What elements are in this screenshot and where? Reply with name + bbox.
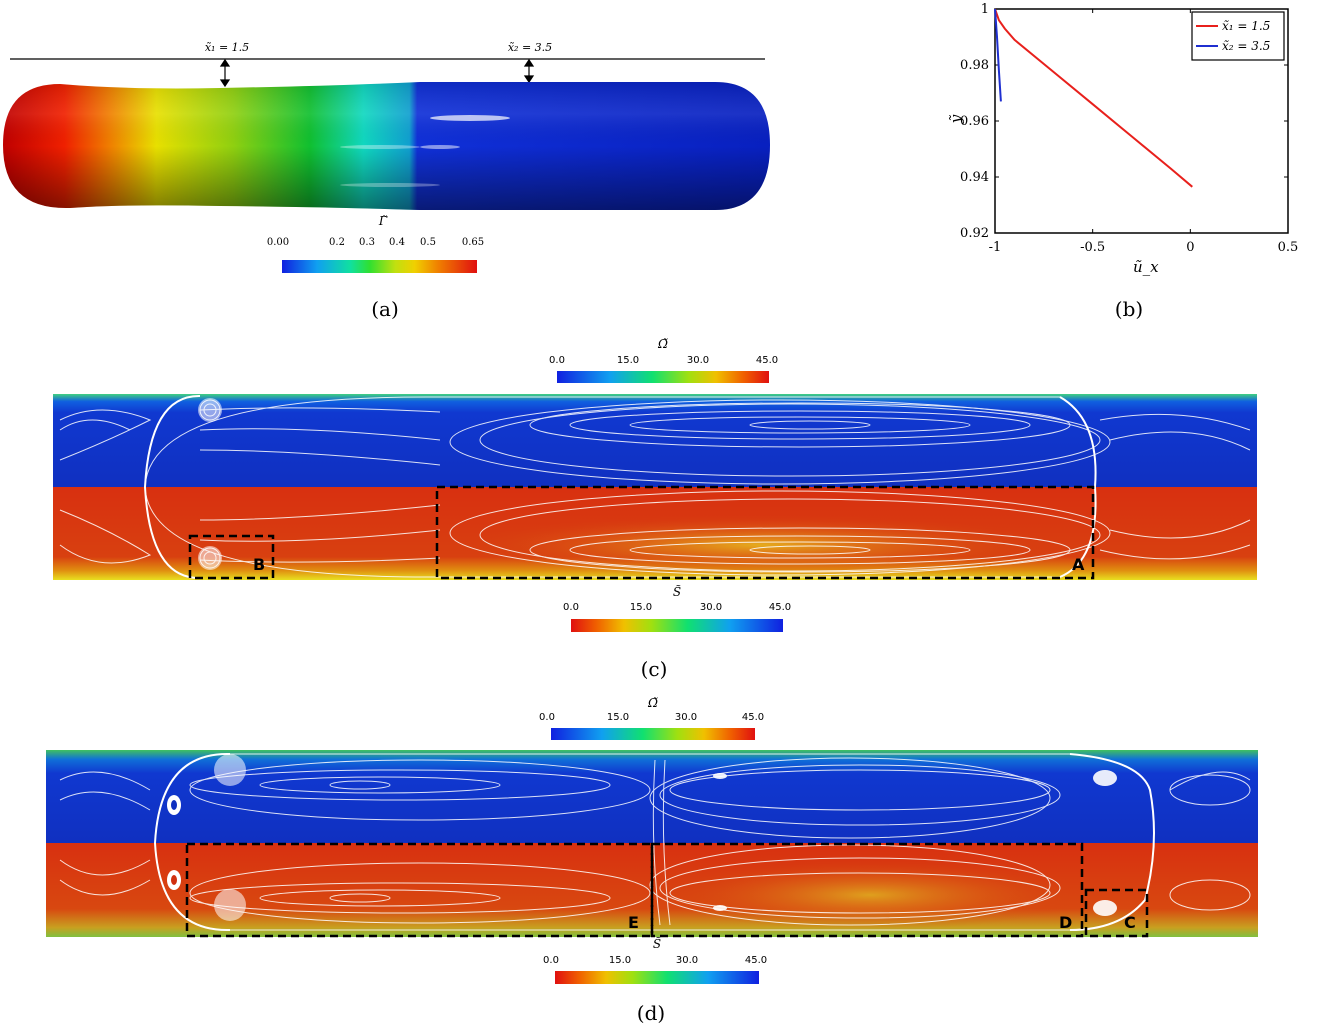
series-line-2 bbox=[994, 8, 1002, 102]
colorbar-a-tick: 0.4 bbox=[389, 237, 405, 248]
colorbar-tick: 0.0 bbox=[549, 355, 565, 366]
caption-b: (b) bbox=[1114, 297, 1144, 321]
caption-c: (c) bbox=[640, 657, 668, 681]
y-tick-label: 1 bbox=[981, 2, 989, 17]
colorbar-a-tick: 0.5 bbox=[420, 237, 436, 248]
marker-2-label: x̃₂ = 3.5 bbox=[507, 41, 553, 54]
colorbar-d-top bbox=[551, 728, 755, 740]
x-tick-label: -0.5 bbox=[1080, 240, 1105, 255]
colorbar-tick: 15.0 bbox=[616, 355, 640, 366]
box-b-label: B bbox=[253, 555, 266, 574]
colorbar-tick: 15.0 bbox=[629, 602, 653, 613]
colorbar-a-tick: 0.65 bbox=[461, 237, 485, 248]
x-tick-label: 0.5 bbox=[1278, 240, 1299, 255]
y-tick-label: 0.96 bbox=[960, 114, 989, 129]
colorbar-a-tick: 0.3 bbox=[359, 237, 375, 248]
colorbar-tick: 45.0 bbox=[755, 355, 779, 366]
colorbar-a-tick: 0.2 bbox=[329, 237, 345, 248]
series-line-1 bbox=[994, 8, 1193, 188]
colorbar-tick: 15.0 bbox=[608, 955, 632, 966]
bubble-diagram bbox=[3, 58, 770, 210]
colorbar-tick: 30.0 bbox=[675, 955, 699, 966]
flow-field-c bbox=[53, 394, 1257, 580]
colorbar-tick: 30.0 bbox=[699, 602, 723, 613]
colorbar-c-top bbox=[557, 371, 769, 383]
box-a-label: A bbox=[1072, 555, 1085, 574]
colorbar-c-bottom-title: S̃ bbox=[672, 585, 682, 599]
colorbar-d-bottom-title: S̃ bbox=[652, 937, 662, 951]
colorbar-a-title: Γ̃ bbox=[378, 214, 388, 228]
colorbar-d-bottom bbox=[555, 971, 759, 984]
x-tick-label: 0 bbox=[1186, 240, 1194, 255]
legend-label: x̃₂ = 3.5 bbox=[1222, 39, 1270, 53]
colorbar-tick: 0.0 bbox=[543, 955, 559, 966]
colorbar-tick: 45.0 bbox=[741, 712, 765, 723]
colorbar-tick: 15.0 bbox=[606, 712, 630, 723]
colorbar-tick: 0.0 bbox=[563, 602, 579, 613]
colorbar-c-bottom bbox=[571, 619, 783, 632]
marker-1-label: x̃₁ = 1.5 bbox=[204, 41, 250, 54]
box-c bbox=[1084, 888, 1149, 938]
box-e bbox=[185, 842, 654, 938]
line-chart: -1 -0.5 0 0.5 1 0.98 0.96 0.94 0.92 x̃₁ = 1.5 x̃₂ … bbox=[960, 2, 1299, 255]
y-tick-label: 0.92 bbox=[960, 226, 989, 241]
marker-arrow-2 bbox=[523, 58, 535, 84]
colorbar-tick: 30.0 bbox=[674, 712, 698, 723]
colorbar-d-top-title: Ω̃ bbox=[648, 696, 658, 710]
marker-arrow-1 bbox=[219, 58, 231, 88]
x-tick-label: -1 bbox=[989, 240, 1002, 255]
colorbar-tick: 45.0 bbox=[768, 602, 792, 613]
colorbar-a-tick: 0.00 bbox=[266, 237, 290, 248]
caption-d: (d) bbox=[636, 1001, 666, 1025]
box-d bbox=[650, 842, 1084, 938]
y-tick-label: 0.94 bbox=[960, 170, 989, 185]
colorbar-a bbox=[282, 260, 477, 273]
box-a bbox=[435, 485, 1095, 580]
box-c-label: C bbox=[1124, 913, 1136, 932]
box-b bbox=[188, 534, 275, 580]
legend-label: x̃₁ = 1.5 bbox=[1222, 19, 1270, 33]
flow-field-d bbox=[46, 750, 1258, 938]
colorbar-tick: 0.0 bbox=[539, 712, 555, 723]
colorbar-tick: 30.0 bbox=[686, 355, 710, 366]
legend-box bbox=[1191, 11, 1285, 61]
box-d-label: D bbox=[1059, 913, 1073, 932]
caption-a: (a) bbox=[371, 297, 399, 321]
chart-xlabel: ũ_x bbox=[1133, 258, 1159, 276]
colorbar-c-top-title: Ω̃ bbox=[658, 337, 668, 351]
colorbar-tick: 45.0 bbox=[744, 955, 768, 966]
box-e-label: E bbox=[628, 913, 639, 932]
y-tick-label: 0.98 bbox=[960, 58, 989, 73]
